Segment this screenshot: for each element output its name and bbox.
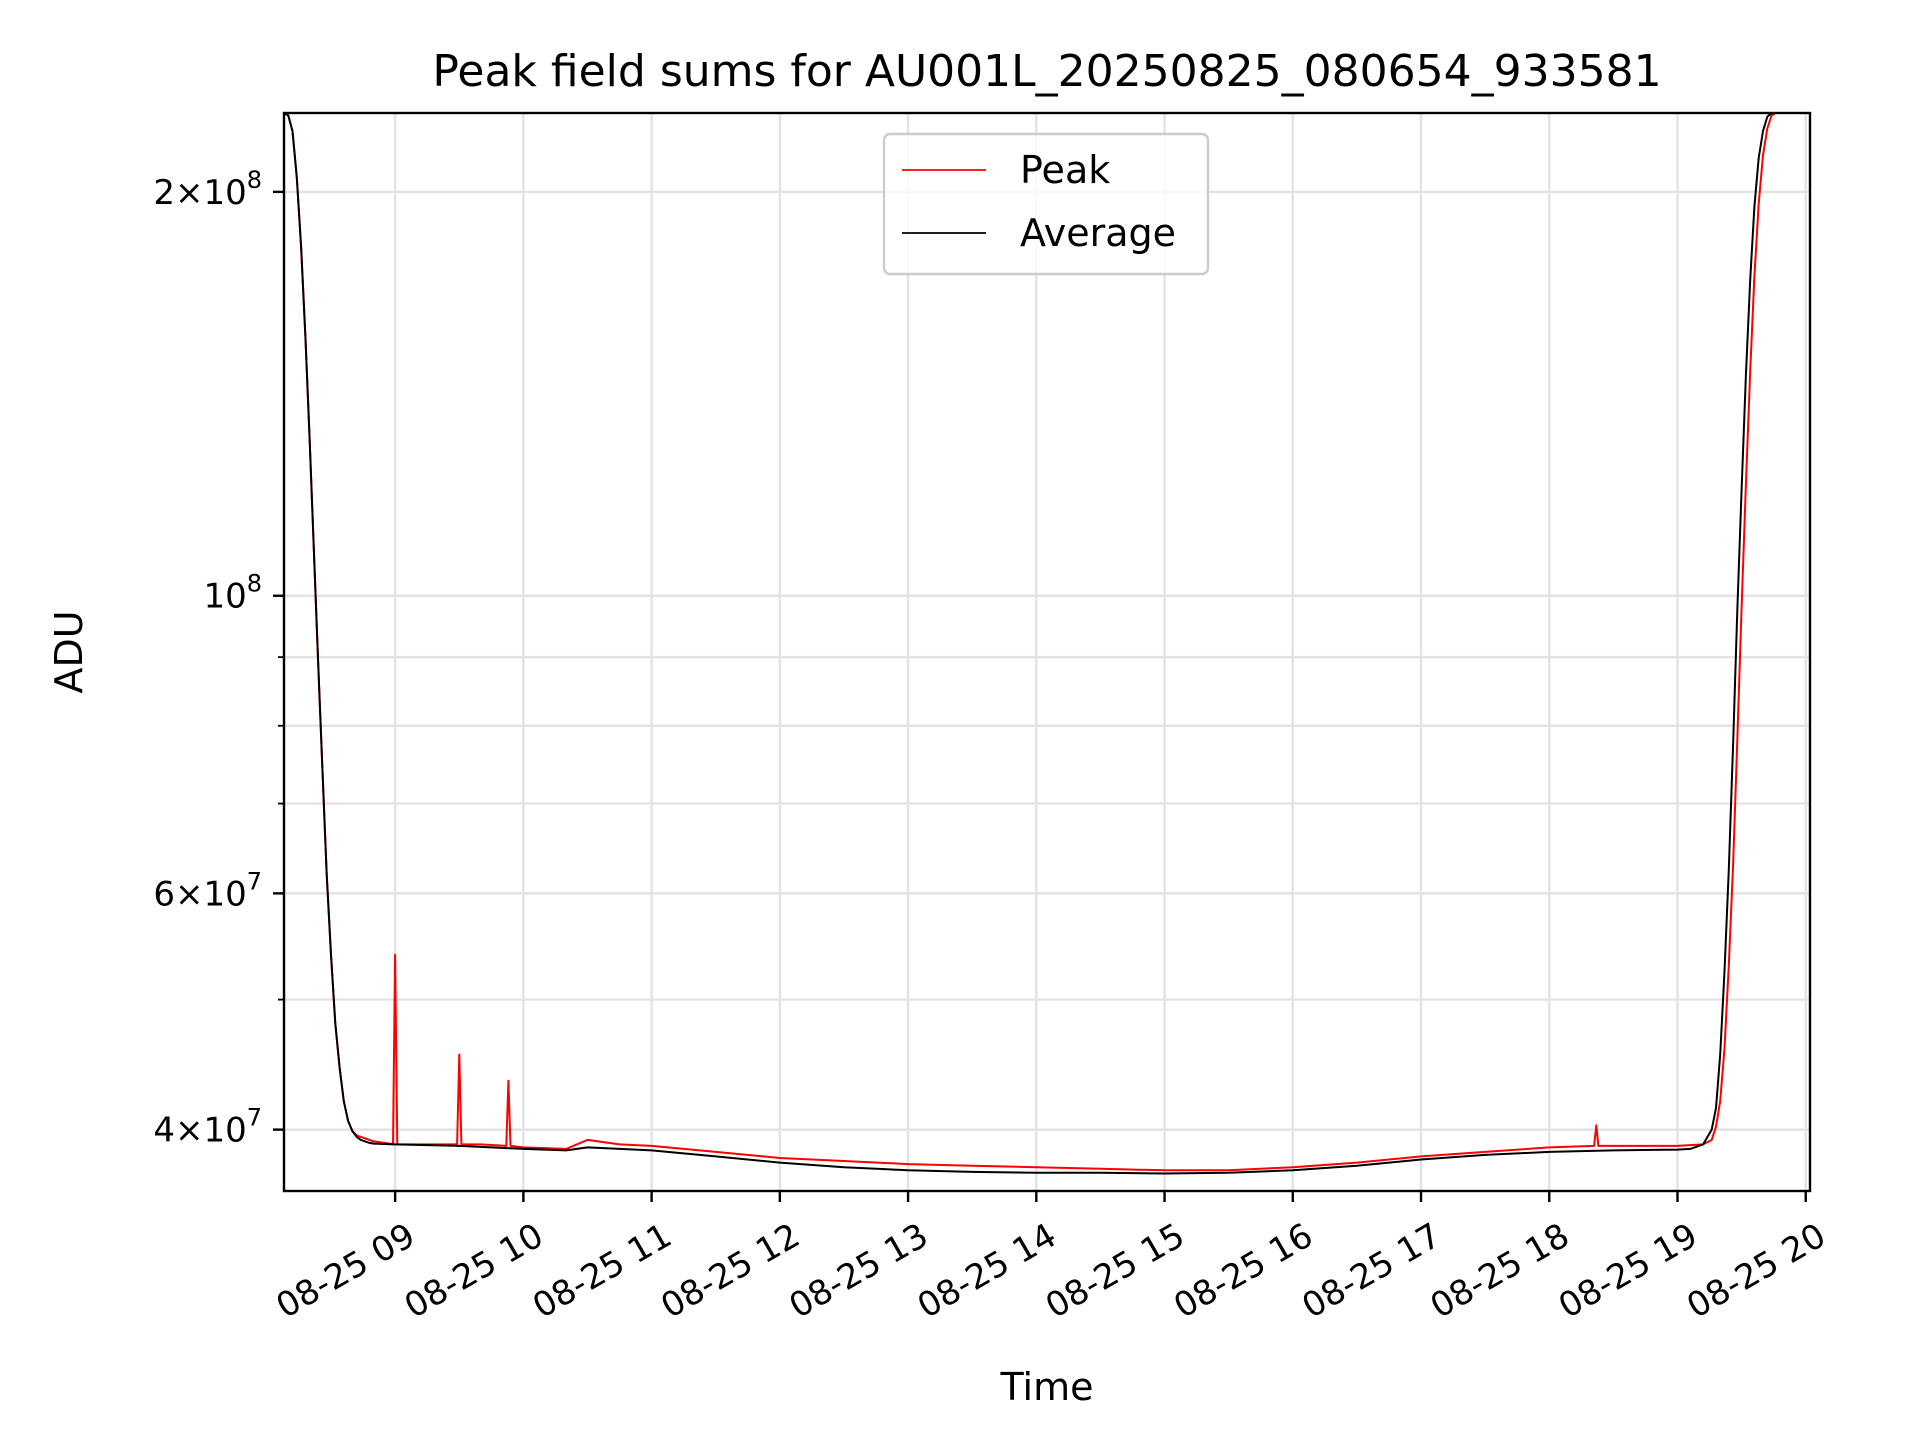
legend-label-average: Average	[1020, 211, 1176, 255]
series-line-average	[283, 112, 1789, 1175]
legend-label-peak: Peak	[1020, 148, 1110, 192]
y-tick-label: 108	[203, 570, 262, 617]
x-axis-label: Time	[1000, 1365, 1094, 1409]
y-tick-label: 6×107	[153, 867, 262, 914]
y-axis: 4×107 6×107 108 2×108	[153, 166, 284, 1151]
y-tick-label: 4×107	[153, 1104, 262, 1151]
legend-box	[882, 132, 1210, 276]
y-axis-label: ADU	[47, 610, 91, 693]
grid	[284, 113, 1810, 1191]
series-layer	[283, 112, 1789, 1175]
plot-frame	[282, 111, 1812, 1193]
y-tick-label: 2×108	[153, 166, 262, 213]
legend: Peak Average	[882, 132, 1210, 276]
chart-title: Peak field sums for AU001L_20250825_0806…	[432, 46, 1661, 97]
